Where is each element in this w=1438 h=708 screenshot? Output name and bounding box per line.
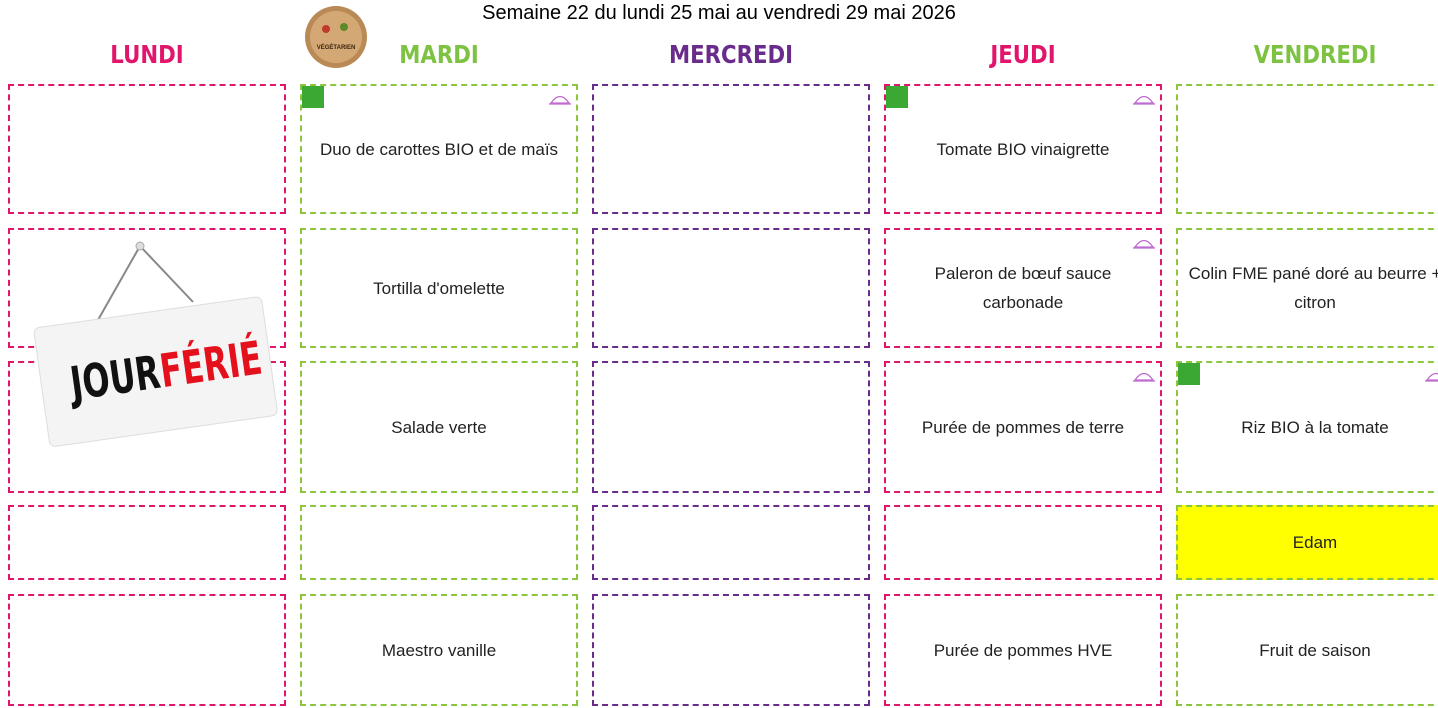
menu-cell bbox=[592, 594, 870, 706]
menu-cell bbox=[300, 505, 578, 580]
menu-cell bbox=[884, 505, 1162, 580]
cloche-icon bbox=[1133, 239, 1155, 249]
menu-cell: Colin FME pané doré au beurre + citron bbox=[1176, 228, 1438, 348]
day-header: VENDREDI bbox=[1253, 40, 1377, 69]
menu-cell bbox=[8, 505, 286, 580]
menu-cell: Salade verte bbox=[300, 361, 578, 493]
menu-cell: Riz BIO à la tomate bbox=[1176, 361, 1438, 493]
menu-cell bbox=[8, 594, 286, 706]
cloche-icon bbox=[1133, 372, 1155, 382]
menu-cell bbox=[592, 228, 870, 348]
cloche-icon bbox=[1425, 372, 1438, 382]
holiday-sign: JOUR FÉRIÉ bbox=[33, 241, 278, 447]
bio-logo bbox=[886, 86, 908, 108]
holiday-word1: JOUR bbox=[65, 346, 164, 412]
cloche-icon bbox=[1133, 95, 1155, 105]
menu-cell: Tortilla d'omelette bbox=[300, 228, 578, 348]
vegetarian-badge: VÉGÉTARIEN bbox=[305, 6, 367, 68]
menu-cell bbox=[8, 84, 286, 214]
badge-text: VÉGÉTARIEN bbox=[317, 43, 356, 51]
day-header: MARDI bbox=[399, 40, 479, 69]
menu-cell: Duo de carottes BIO et de maïs bbox=[300, 84, 578, 214]
menu-cell: Purée de pommes de terre bbox=[884, 361, 1162, 493]
bio-logo bbox=[302, 86, 324, 108]
menu-cell bbox=[1176, 84, 1438, 214]
menu-cell: Edam bbox=[1176, 505, 1438, 580]
day-header: LUNDI bbox=[110, 40, 184, 69]
menu-cell: Maestro vanille bbox=[300, 594, 578, 706]
cloche-icon bbox=[549, 95, 571, 105]
title: Semaine 22 du lundi 25 mai au vendredi 2… bbox=[482, 2, 956, 24]
bio-logo bbox=[1178, 363, 1200, 385]
day-header: JEUDI bbox=[990, 40, 1056, 69]
menu-cell bbox=[592, 84, 870, 214]
menu-cell: Fruit de saison bbox=[1176, 594, 1438, 706]
day-header: MERCREDI bbox=[668, 40, 794, 69]
menu-cell: Paleron de bœuf sauce carbonade bbox=[884, 228, 1162, 348]
menu-cell: Tomate BIO vinaigrette bbox=[884, 84, 1162, 214]
menu-cell: Purée de pommes HVE bbox=[884, 594, 1162, 706]
menu-cell bbox=[592, 361, 870, 493]
menu-cell bbox=[592, 505, 870, 580]
